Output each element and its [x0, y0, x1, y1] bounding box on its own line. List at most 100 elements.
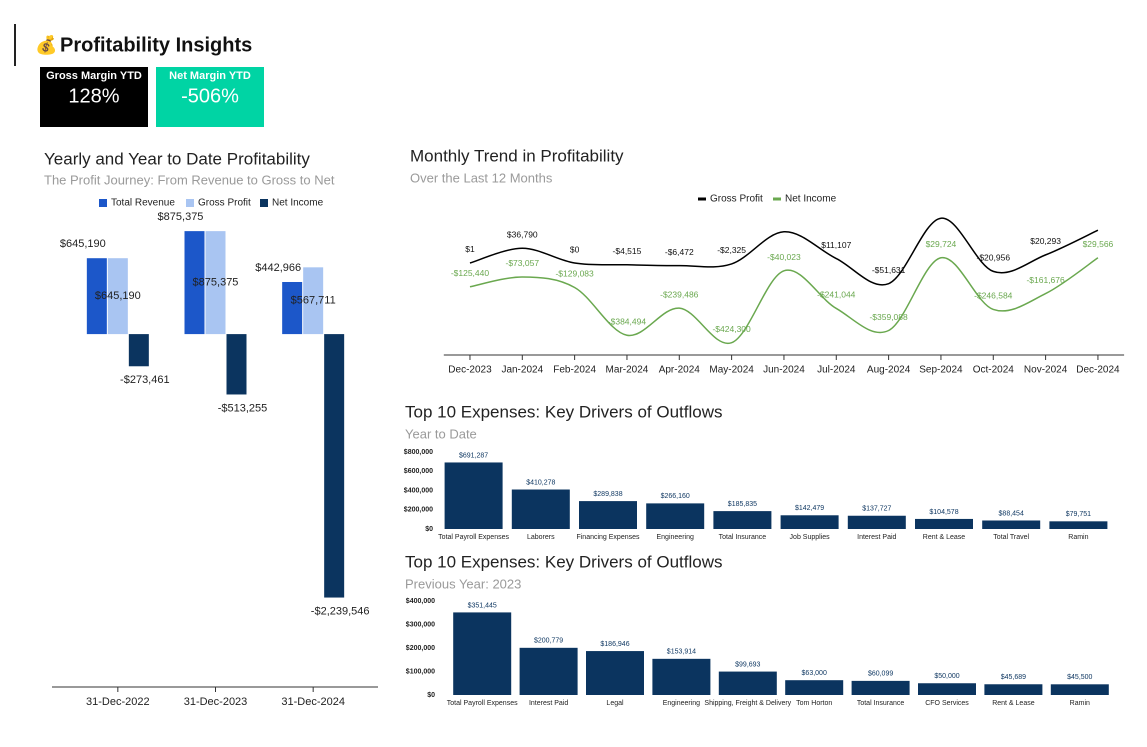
- bar: [107, 258, 128, 335]
- legend-swatch: [186, 199, 194, 207]
- x-tick-label: Nov-2024: [1024, 365, 1068, 376]
- value-label: -$125,440: [451, 268, 490, 278]
- value-label: $20,293: [1030, 236, 1061, 246]
- bar: [205, 231, 226, 335]
- kpi-label: Net Margin YTD: [169, 70, 251, 82]
- x-tick-label: Total Payroll Expenses: [438, 534, 509, 541]
- x-tick-label: 31-Dec-2024: [281, 696, 345, 708]
- value-label: $63,000: [802, 670, 827, 677]
- bar: [851, 680, 910, 695]
- x-tick-label: Financing Expenses: [576, 534, 640, 541]
- x-tick-label: Mar-2024: [606, 365, 649, 376]
- kpi-value: -506%: [181, 85, 239, 107]
- value-label: -$359,088: [869, 312, 908, 322]
- bar: [713, 511, 772, 529]
- kpi-card: [156, 67, 264, 127]
- value-label: -$51,631: [872, 265, 906, 275]
- bar: [128, 334, 149, 367]
- bar: [652, 658, 711, 695]
- x-tick-label: Engineering: [663, 700, 700, 707]
- bar: [324, 334, 345, 598]
- header-title: Profitability Insights: [60, 34, 252, 56]
- value-label: $289,838: [593, 491, 622, 498]
- value-label: $11,107: [821, 240, 851, 250]
- legend-swatch: [260, 199, 268, 207]
- y-tick-label: $600,000: [404, 468, 433, 475]
- bar: [226, 334, 247, 395]
- chart-subtitle: Over the Last 12 Months: [410, 170, 553, 185]
- x-tick-label: Total Payroll Expenses: [447, 700, 518, 707]
- x-tick-label: Laborers: [527, 534, 555, 541]
- value-label: $104,578: [929, 509, 958, 516]
- value-label: $875,375: [158, 211, 204, 223]
- value-label: $153,914: [667, 649, 696, 656]
- x-tick-label: Oct-2024: [973, 365, 1015, 376]
- kpi-card: [40, 67, 148, 127]
- value-label: -$239,486: [660, 289, 699, 299]
- bar: [785, 680, 844, 695]
- value-label: $0: [570, 244, 580, 254]
- bar: [1049, 521, 1108, 529]
- value-label: $99,693: [735, 661, 760, 668]
- chart-title: Yearly and Year to Date Profitability: [44, 149, 310, 168]
- value-label: $351,445: [468, 602, 497, 609]
- y-tick-label: $100,000: [406, 668, 435, 675]
- x-tick-label: Ramin: [1068, 534, 1088, 541]
- bar: [579, 501, 637, 529]
- bar: [184, 231, 205, 335]
- bar: [586, 651, 644, 695]
- x-tick-label: 31-Dec-2022: [86, 696, 150, 708]
- legend-swatch: [99, 199, 107, 207]
- value-label: $875,375: [193, 277, 239, 289]
- x-tick-label: Rent & Lease: [923, 534, 966, 541]
- x-tick-label: Jun-2024: [763, 365, 805, 376]
- value-label: $567,711: [291, 295, 336, 307]
- bar: [984, 684, 1043, 695]
- value-label: -$513,255: [218, 402, 268, 414]
- chart-subtitle: The Profit Journey: From Revenue to Gros…: [44, 172, 335, 187]
- x-tick-label: Shipping, Freight & Delivery: [704, 700, 791, 707]
- y-tick-label: $300,000: [406, 621, 435, 628]
- y-tick-label: $800,000: [404, 449, 433, 456]
- value-label: $185,835: [728, 501, 757, 508]
- header-icon: 💰: [35, 34, 57, 56]
- value-label: $266,160: [661, 493, 690, 500]
- kpi-label: Gross Margin YTD: [46, 70, 142, 82]
- value-label: $200,779: [534, 638, 563, 645]
- x-tick-label: Engineering: [657, 534, 694, 541]
- value-label: $645,190: [60, 238, 106, 250]
- value-label: $29,724: [926, 239, 957, 249]
- bar: [982, 520, 1041, 529]
- value-label: $442,966: [255, 262, 301, 274]
- value-label: -$384,494: [608, 317, 647, 327]
- chart-title: Top 10 Expenses: Key Drivers of Outflows: [405, 402, 722, 421]
- y-tick-label: $0: [425, 526, 433, 533]
- x-tick-label: Sep-2024: [919, 365, 963, 376]
- bar: [303, 267, 324, 335]
- chart-title: Monthly Trend in Profitability: [410, 146, 624, 165]
- bar: [718, 671, 777, 695]
- value-label: -$161,676: [1026, 275, 1065, 285]
- value-label: -$129,083: [555, 269, 594, 279]
- chart-subtitle: Year to Date: [405, 426, 477, 441]
- bar: [918, 683, 976, 695]
- value-label: $29,566: [1083, 239, 1114, 249]
- x-tick-label: Dec-2024: [1076, 365, 1120, 376]
- value-label: $691,287: [459, 452, 488, 459]
- x-tick-label: Legal: [606, 700, 624, 707]
- x-tick-label: Job Supplies: [790, 534, 831, 541]
- value-label: $142,479: [795, 505, 824, 512]
- value-label: -$2,325: [717, 245, 746, 255]
- legend-label: Gross Profit: [198, 198, 251, 209]
- x-tick-label: Ramin: [1070, 700, 1090, 707]
- bar: [86, 258, 107, 335]
- bar: [519, 647, 578, 695]
- x-tick-label: Aug-2024: [867, 365, 911, 376]
- x-tick-label: Dec-2023: [448, 365, 492, 376]
- x-tick-label: CFO Services: [925, 700, 969, 707]
- x-tick-label: 31-Dec-2023: [184, 696, 248, 708]
- x-tick-label: Total Insurance: [719, 534, 767, 541]
- value-label: $88,454: [999, 510, 1024, 517]
- value-label: $1: [465, 244, 475, 254]
- bar: [453, 612, 512, 695]
